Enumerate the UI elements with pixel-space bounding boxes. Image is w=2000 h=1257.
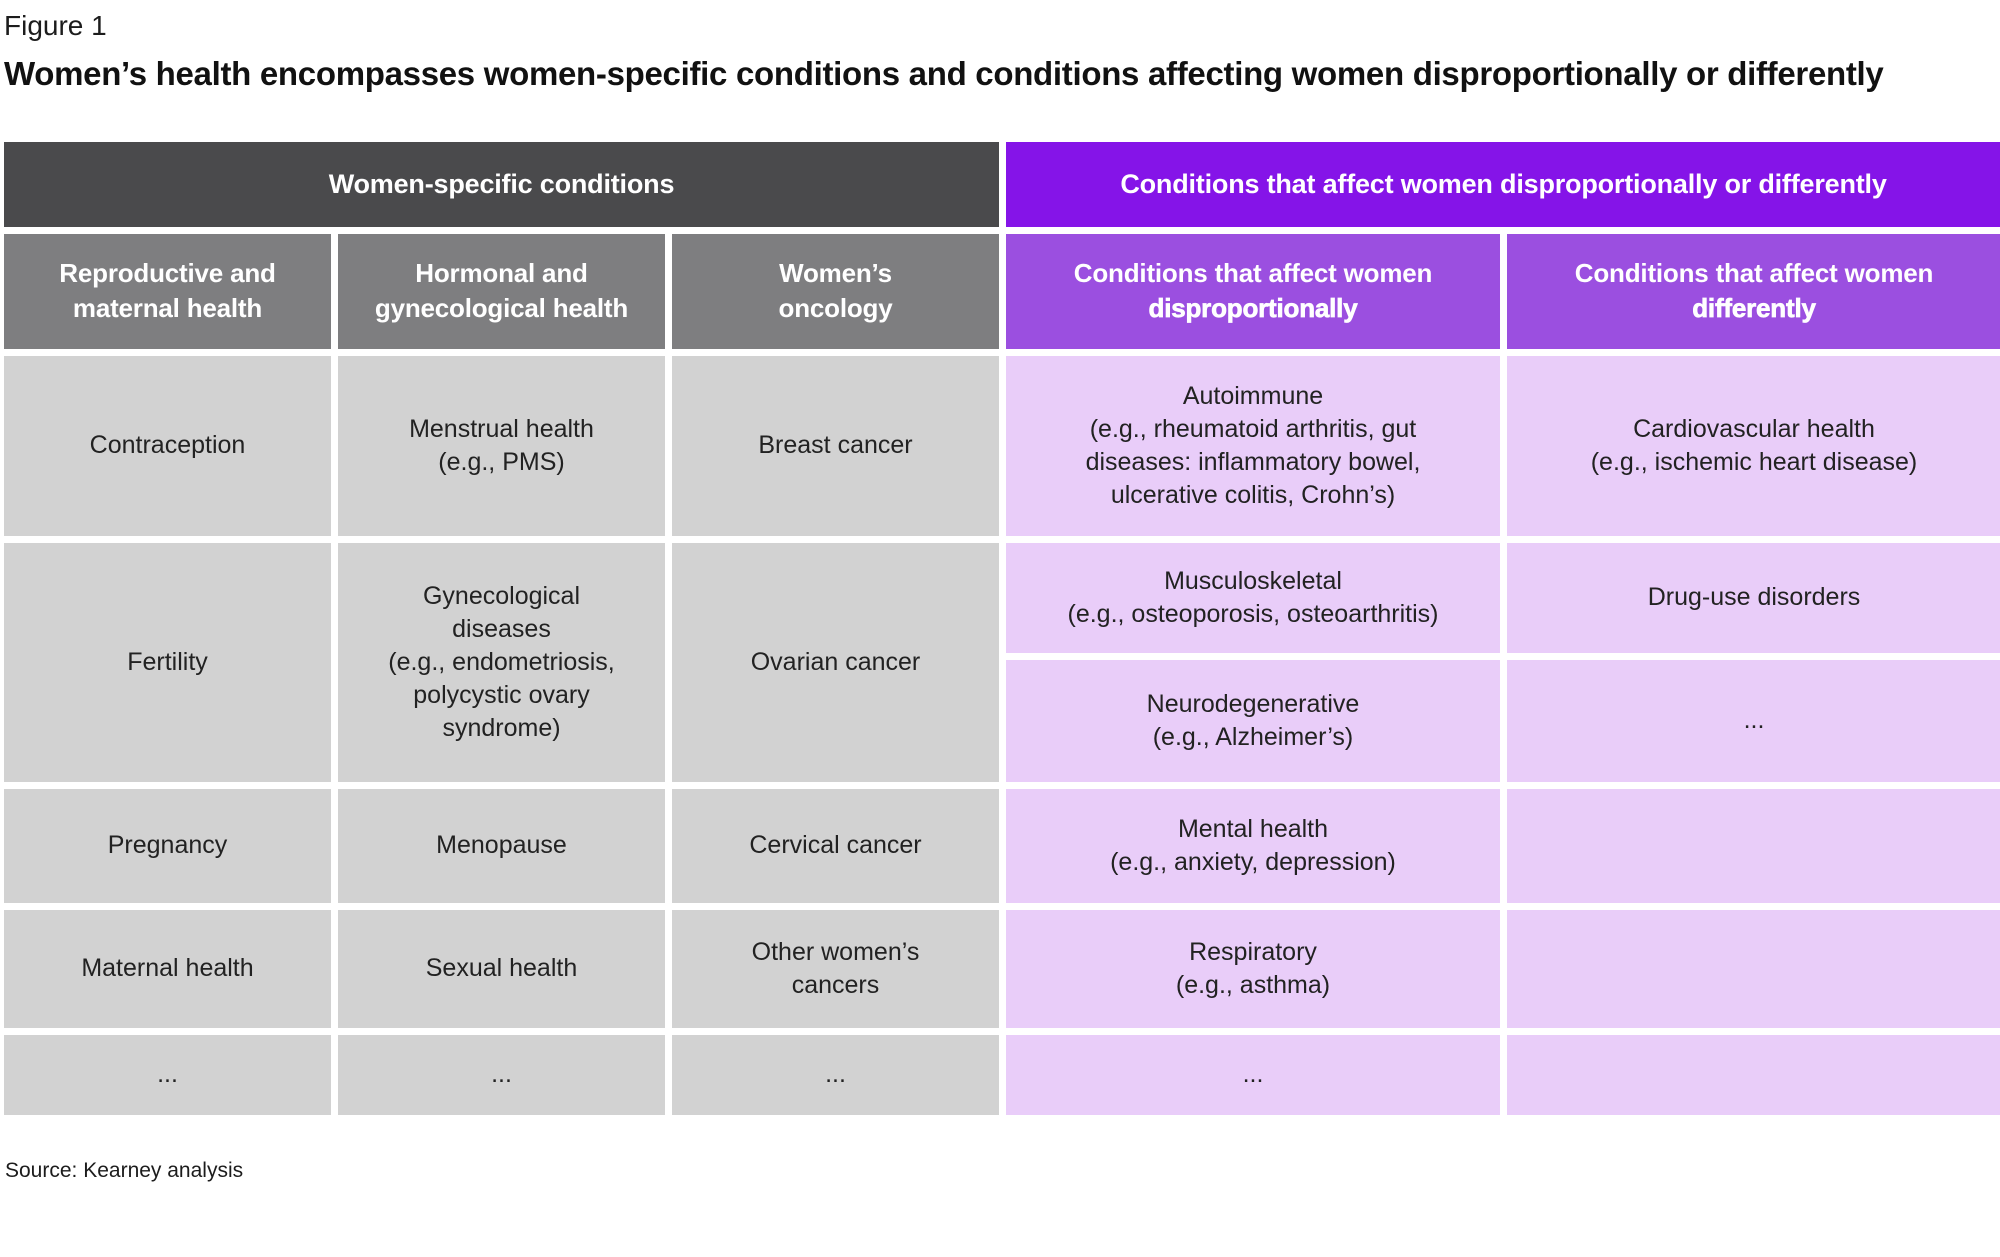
cell-pregnancy: Pregnancy <box>4 788 331 903</box>
cell-mental-health: Mental health (e.g., anxiety, depression… <box>1006 788 1500 903</box>
figure-page: Figure 1 Women’s health encompasses wome… <box>4 10 2000 1182</box>
group-header-women-specific: Women-specific conditions <box>4 141 999 227</box>
cell-respiratory: Respiratory (e.g., asthma) <box>1006 909 1500 1028</box>
cell-ellipsis: ... <box>4 1034 331 1115</box>
cell-sexual-health: Sexual health <box>338 909 665 1028</box>
conditions-table: Women-specific conditions Conditions tha… <box>4 141 2000 1115</box>
source-note: Source: Kearney analysis <box>5 1158 244 1182</box>
cell-menstrual-health: Menstrual health (e.g., PMS) <box>338 355 665 536</box>
column-header-affect-disproportionally: Conditions that affect women disproporti… <box>1006 233 1500 349</box>
cell-empty <box>1507 788 2000 903</box>
cell-neurodegenerative: Neurodegenerative (e.g., Alzheimer’s) <box>1006 659 1500 782</box>
column-header-line2-emphasis: disproportionally <box>1148 293 1358 324</box>
cell-ovarian-cancer: Ovarian cancer <box>672 542 999 782</box>
cell-autoimmune: Autoimmune (e.g., rheumatoid arthritis, … <box>1006 355 1500 536</box>
figure-label: Figure 1 <box>4 10 107 41</box>
column-header-hormonal-gynecological: Hormonal and gynecological health <box>338 233 665 349</box>
cell-maternal-health: Maternal health <box>4 909 331 1028</box>
cell-ellipsis: ... <box>672 1034 999 1115</box>
cell-drug-use-disorders: Drug-use disorders <box>1507 542 2000 653</box>
cell-empty <box>1507 909 2000 1028</box>
column-header-line1: Conditions that affect women <box>1073 257 1433 288</box>
column-header-line1: Conditions that affect women <box>1574 257 1934 288</box>
cell-contraception: Contraception <box>4 355 331 536</box>
column-header-line2-emphasis: differently <box>1692 293 1816 324</box>
cell-menopause: Menopause <box>338 788 665 903</box>
cell-other-womens-cancers: Other women’s cancers <box>672 909 999 1028</box>
cell-fertility: Fertility <box>4 542 331 782</box>
group-header-disproportional-different: Conditions that affect women disproporti… <box>1006 141 2000 227</box>
cell-breast-cancer: Breast cancer <box>672 355 999 536</box>
figure-title: Women’s health encompasses women-specifi… <box>4 55 1884 92</box>
cell-cardiovascular: Cardiovascular health (e.g., ischemic he… <box>1507 355 2000 536</box>
cell-ellipsis: ... <box>338 1034 665 1115</box>
cell-empty <box>1507 1034 2000 1115</box>
column-header-affect-differently: Conditions that affect women differently <box>1507 233 2000 349</box>
cell-cervical-cancer: Cervical cancer <box>672 788 999 903</box>
cell-musculoskeletal: Musculoskeletal (e.g., osteoporosis, ost… <box>1006 542 1500 653</box>
cell-differently-ellipsis: ... <box>1507 659 2000 782</box>
cell-ellipsis: ... <box>1006 1034 1500 1115</box>
column-header-womens-oncology: Women’s oncology <box>672 233 999 349</box>
column-header-reproductive-maternal: Reproductive and maternal health <box>4 233 331 349</box>
cell-gynecological-diseases: Gynecological diseases (e.g., endometrio… <box>338 542 665 782</box>
